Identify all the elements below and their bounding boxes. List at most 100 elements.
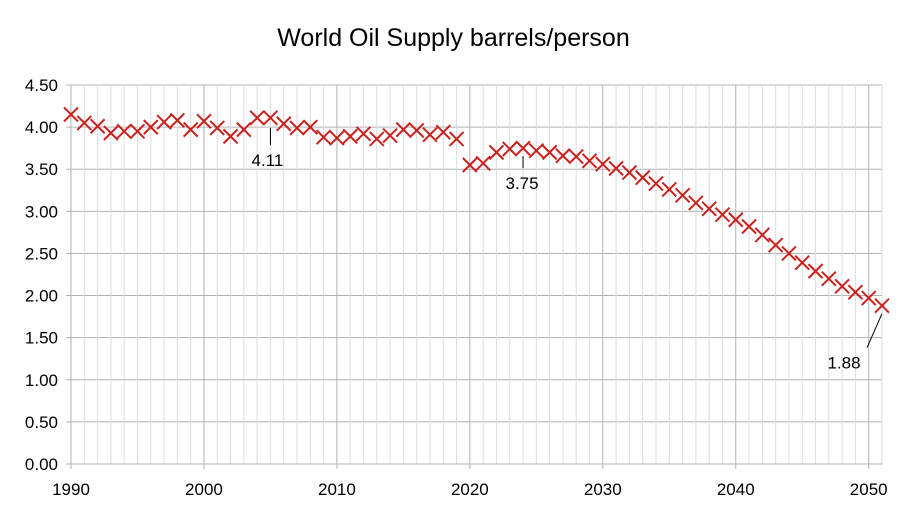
data-point-stroke — [502, 141, 518, 157]
tick-labels: 0.00 0.50 1.00 1.50 2.00 2.50 3.00 3.50 4.00 4.50… — [25, 76, 888, 499]
data-point-stroke — [182, 121, 199, 138]
y-tick-label: 3.50 — [25, 160, 58, 179]
data-point — [315, 129, 332, 145]
data-point — [156, 114, 172, 130]
data-point-stroke — [156, 114, 172, 130]
data-point — [116, 123, 132, 140]
data-point-stroke — [435, 124, 451, 140]
data-point — [182, 121, 199, 138]
data-point-stroke — [222, 128, 239, 145]
data-point — [342, 128, 358, 145]
data-point — [741, 218, 757, 235]
data-point-stroke — [767, 237, 784, 253]
data-point — [621, 164, 638, 181]
data-point-stroke — [648, 175, 664, 192]
data-point-stroke — [342, 128, 358, 145]
data-point-stroke — [355, 126, 372, 142]
data-point — [222, 128, 239, 145]
data-point-stroke — [116, 123, 132, 140]
y-tick-label: 0.00 — [25, 455, 58, 474]
data-point — [448, 131, 465, 147]
data-point-stroke — [674, 187, 691, 204]
data-point-stroke — [821, 271, 837, 287]
data-point-stroke — [369, 131, 385, 147]
y-tick-label: 4.00 — [25, 118, 58, 137]
data-point-stroke — [143, 119, 159, 135]
data-point — [169, 112, 186, 129]
data-point — [701, 201, 717, 217]
data-point-stroke — [236, 121, 252, 138]
data-point — [834, 278, 850, 294]
data-point-stroke — [621, 164, 638, 181]
data-point — [821, 271, 837, 287]
data-point-stroke — [528, 142, 545, 159]
data-point-stroke — [728, 212, 744, 228]
data-point — [608, 160, 624, 177]
data-point — [276, 116, 292, 132]
data-point-stroke — [196, 113, 212, 129]
data-point-stroke — [754, 227, 771, 243]
data-point-stroke — [408, 122, 425, 139]
y-tick-label: 1.50 — [25, 329, 58, 348]
x-tick-label: 2040 — [717, 480, 755, 499]
data-point-stroke — [103, 125, 119, 141]
x-tick-label: 1990 — [52, 480, 90, 499]
data-point — [581, 153, 598, 169]
data-point-stroke — [781, 245, 797, 262]
data-point-stroke — [595, 156, 611, 172]
data-point — [103, 125, 119, 141]
data-point-stroke — [581, 153, 598, 169]
data-point-stroke — [741, 218, 757, 235]
data-point-stroke — [89, 118, 106, 134]
y-tick-label: 2.50 — [25, 244, 58, 263]
data-point-stroke — [847, 284, 864, 300]
data-point — [329, 130, 345, 146]
data-point-stroke — [249, 110, 265, 126]
data-point — [874, 297, 890, 314]
data-point-stroke — [422, 126, 438, 143]
data-point-stroke — [874, 297, 890, 314]
data-point — [728, 212, 744, 228]
data-point-stroke — [515, 140, 531, 156]
data-point-stroke — [302, 119, 319, 135]
data-point — [648, 175, 664, 192]
data-point — [767, 237, 784, 253]
data-point-stroke — [688, 195, 704, 211]
data-point-stroke — [834, 278, 850, 294]
data-point — [249, 110, 265, 126]
data-point — [754, 227, 771, 243]
data-point-stroke — [714, 206, 731, 223]
data-point — [860, 290, 877, 306]
data-point-stroke — [63, 106, 79, 123]
data-point-stroke — [129, 123, 146, 140]
data-point — [688, 195, 704, 211]
data-point — [408, 122, 425, 139]
data-point-stroke — [634, 169, 651, 186]
data-point — [674, 187, 691, 204]
data-point — [794, 255, 810, 271]
data-point — [568, 148, 584, 165]
axes — [70, 85, 882, 465]
data-point — [369, 131, 385, 147]
data-point — [63, 106, 79, 123]
chart-title: World Oil Supply barrels/person — [277, 24, 630, 52]
data-point-stroke — [209, 120, 225, 136]
data-point-stroke — [568, 148, 584, 165]
data-point-stroke — [661, 181, 677, 198]
annotations: 4.11 3.75 1.88 — [252, 127, 883, 373]
data-point — [807, 263, 824, 279]
data-point-stroke — [794, 255, 810, 271]
data-point-stroke — [169, 112, 186, 129]
data-point — [196, 113, 212, 129]
data-point — [382, 127, 398, 144]
data-point-stroke — [701, 201, 717, 217]
data-point-stroke — [462, 157, 478, 173]
data-point-stroke — [608, 160, 624, 177]
data-point-stroke — [860, 290, 877, 306]
annotation-leader — [866, 313, 883, 348]
x-tick-label: 2050 — [850, 480, 888, 499]
grid-lines — [66, 84, 883, 469]
data-points — [63, 106, 890, 314]
data-point-stroke — [262, 110, 279, 126]
data-point — [209, 120, 225, 136]
